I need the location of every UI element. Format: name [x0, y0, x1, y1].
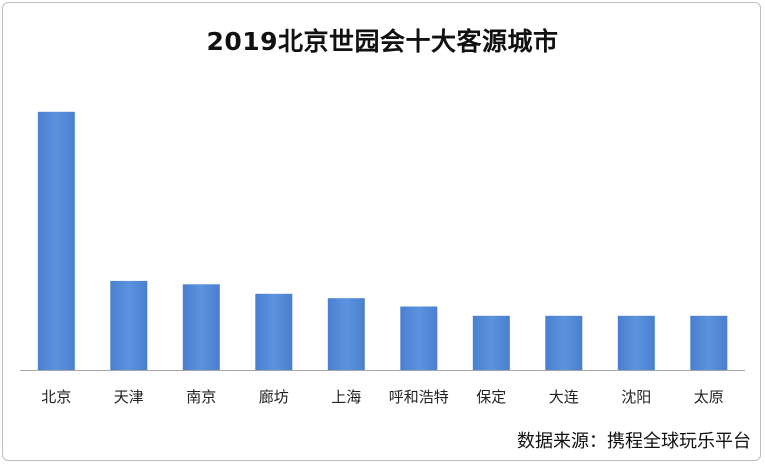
- bar-2: [182, 284, 220, 370]
- x-tick-label: 南京: [186, 388, 216, 406]
- chart-frame: [2, 2, 761, 461]
- x-tick-label: 保定: [476, 388, 506, 406]
- bar-6: [472, 315, 510, 370]
- x-tick-label: 天津: [114, 388, 144, 406]
- bar-0: [37, 111, 75, 371]
- x-tick-label: 上海: [331, 388, 361, 406]
- bar-7: [545, 315, 583, 370]
- x-tick-label: 北京: [41, 388, 71, 406]
- chart-title: 2019北京世园会十大客源城市: [206, 27, 559, 56]
- bar-1: [110, 280, 148, 370]
- x-tick-label: 沈阳: [621, 388, 651, 406]
- x-tick-label: 呼和浩特: [389, 388, 449, 406]
- bar-4: [327, 298, 365, 370]
- x-tick-labels: 北京 天津 南京 廊坊 上海 呼和浩特 保定 大连 沈阳 太原: [41, 388, 724, 406]
- x-tick-label: 廊坊: [259, 388, 289, 406]
- x-tick-label: 大连: [549, 388, 579, 406]
- bar-8: [617, 315, 655, 370]
- bar-9: [690, 315, 728, 370]
- bar-3: [255, 293, 293, 370]
- bars-group: [37, 111, 728, 371]
- bar-5: [400, 306, 438, 370]
- source-note: 数据来源：携程全球玩乐平台: [517, 431, 751, 452]
- x-tick-label: 太原: [694, 388, 724, 406]
